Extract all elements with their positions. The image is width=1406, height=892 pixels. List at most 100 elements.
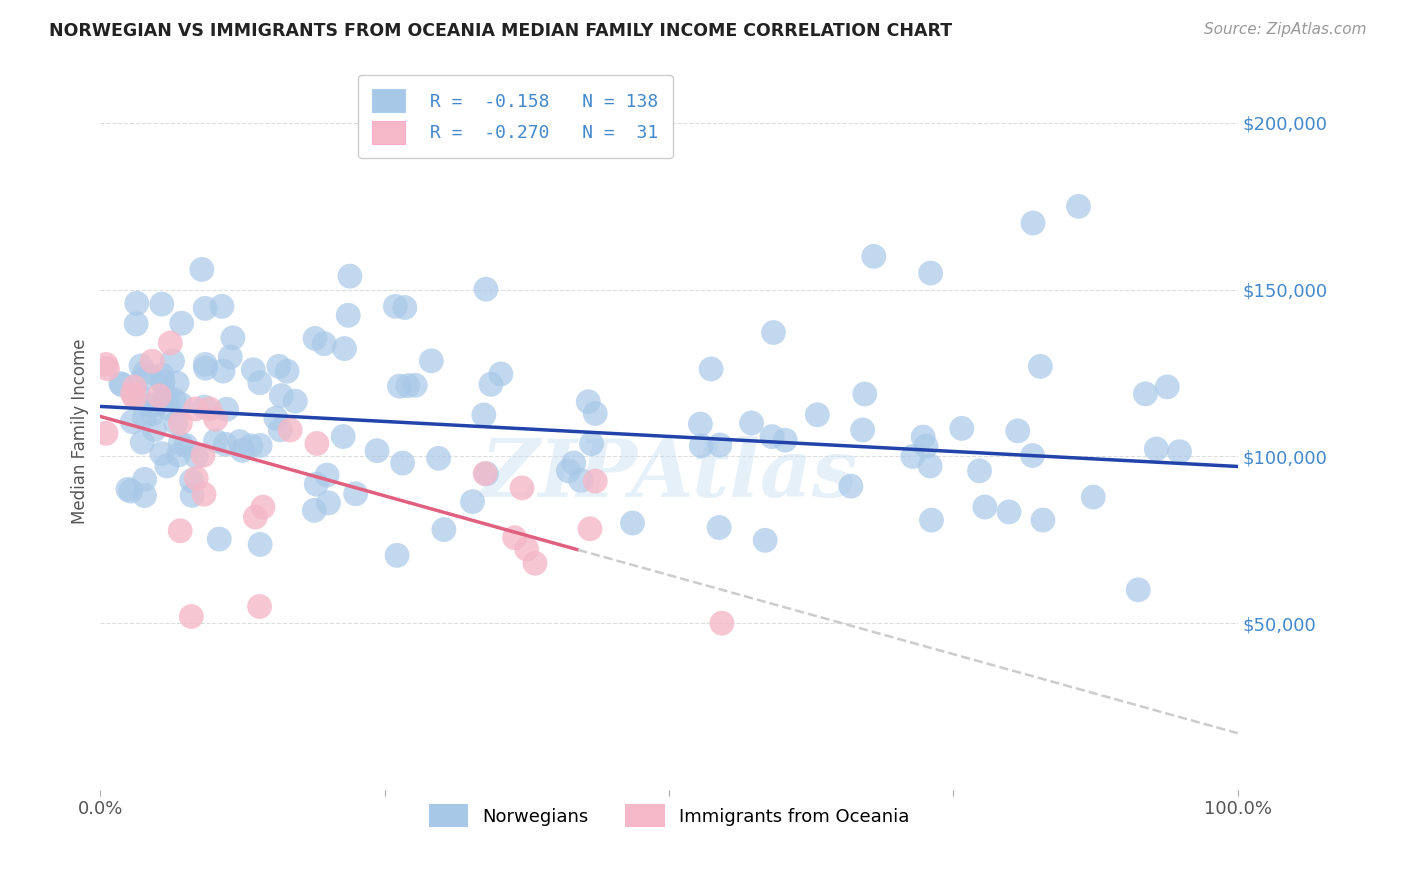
Point — [181, 488, 204, 502]
Point — [276, 364, 298, 378]
Point — [388, 379, 411, 393]
Point — [180, 609, 202, 624]
Point — [169, 397, 191, 411]
Point — [153, 390, 176, 404]
Point — [853, 387, 876, 401]
Point — [249, 376, 271, 390]
Point — [433, 523, 456, 537]
Point — [141, 354, 163, 368]
Point — [333, 342, 356, 356]
Point — [170, 316, 193, 330]
Point — [249, 438, 271, 452]
Point — [198, 401, 221, 416]
Point — [384, 299, 406, 313]
Point — [110, 376, 132, 391]
Point — [125, 296, 148, 310]
Point — [366, 443, 388, 458]
Point — [117, 483, 139, 497]
Point — [318, 496, 340, 510]
Point — [316, 468, 339, 483]
Point — [391, 456, 413, 470]
Point — [503, 531, 526, 545]
Point — [524, 556, 547, 570]
Point — [581, 436, 603, 450]
Point — [191, 449, 214, 463]
Point — [516, 541, 538, 556]
Point — [249, 599, 271, 614]
Point — [862, 249, 884, 263]
Point — [1083, 490, 1105, 504]
Point — [773, 433, 796, 447]
Point — [576, 394, 599, 409]
Point — [710, 616, 733, 631]
Point — [998, 505, 1021, 519]
Point — [284, 394, 307, 409]
Point — [96, 361, 118, 376]
Point — [215, 402, 238, 417]
Point — [950, 421, 973, 435]
Point — [239, 439, 262, 453]
Point — [125, 317, 148, 331]
Point — [186, 450, 208, 464]
Point — [121, 415, 143, 429]
Point — [1135, 387, 1157, 401]
Point — [472, 408, 495, 422]
Point — [212, 364, 235, 378]
Point — [252, 500, 274, 515]
Point — [700, 362, 723, 376]
Point — [150, 297, 173, 311]
Point — [120, 484, 142, 499]
Point — [1156, 380, 1178, 394]
Point — [231, 443, 253, 458]
Point — [394, 301, 416, 315]
Point — [557, 464, 579, 478]
Point — [1128, 582, 1150, 597]
Point — [709, 438, 731, 452]
Point — [166, 376, 188, 390]
Point — [920, 458, 942, 473]
Point — [131, 372, 153, 386]
Point — [427, 451, 450, 466]
Point — [152, 376, 174, 390]
Point — [222, 331, 245, 345]
Point — [852, 423, 875, 437]
Point — [583, 474, 606, 488]
Point — [396, 378, 419, 392]
Point — [194, 301, 217, 316]
Point — [754, 533, 776, 548]
Point — [337, 308, 360, 322]
Point — [1007, 424, 1029, 438]
Point — [211, 299, 233, 313]
Point — [148, 389, 170, 403]
Point — [174, 438, 197, 452]
Point — [314, 336, 336, 351]
Point — [344, 487, 367, 501]
Point — [193, 400, 215, 414]
Point — [839, 479, 862, 493]
Point — [169, 436, 191, 450]
Point — [339, 269, 361, 284]
Point — [143, 423, 166, 437]
Point — [920, 266, 942, 280]
Point — [134, 410, 156, 425]
Point — [204, 434, 226, 448]
Point — [969, 464, 991, 478]
Point — [134, 488, 156, 502]
Point — [94, 426, 117, 441]
Point — [163, 392, 186, 407]
Point — [145, 398, 167, 412]
Point — [214, 437, 236, 451]
Point — [131, 435, 153, 450]
Point — [761, 429, 783, 443]
Point — [304, 331, 326, 345]
Point — [1032, 513, 1054, 527]
Point — [741, 416, 763, 430]
Point — [111, 377, 134, 392]
Point — [1029, 359, 1052, 374]
Point — [1022, 216, 1045, 230]
Point — [270, 389, 292, 403]
Point — [142, 407, 165, 421]
Point — [191, 262, 214, 277]
Point — [150, 368, 173, 383]
Point — [159, 336, 181, 351]
